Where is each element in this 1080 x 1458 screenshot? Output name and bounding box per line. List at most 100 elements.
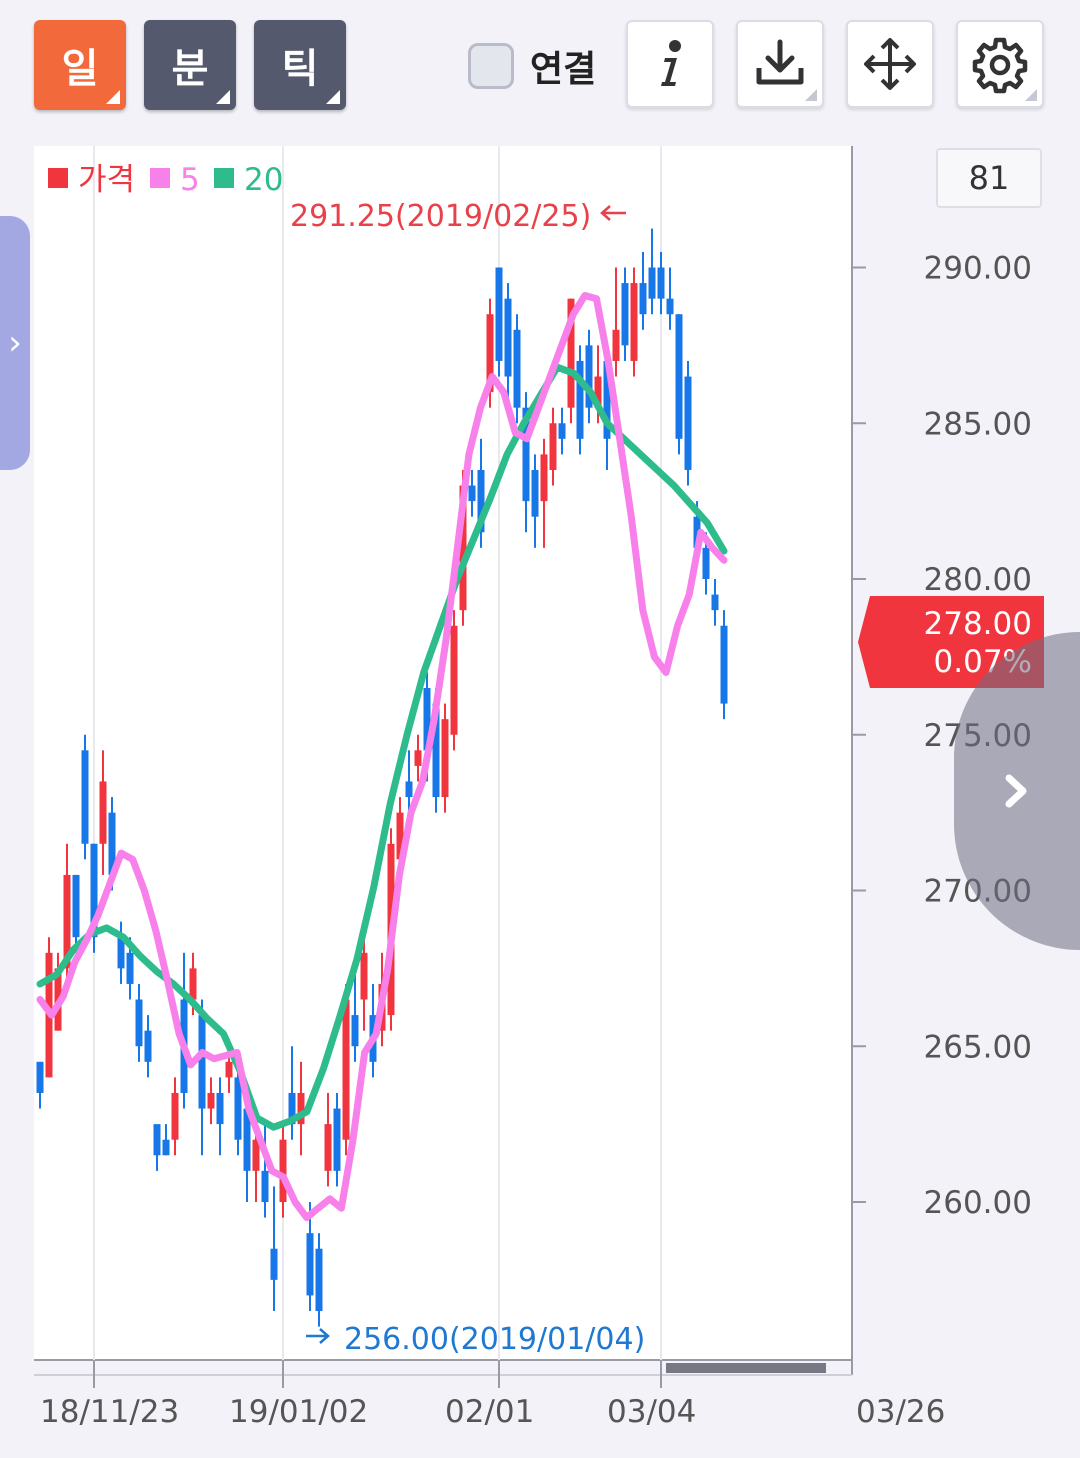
candle [144,1015,152,1078]
dropdown-corner-icon [216,90,230,104]
download-button[interactable] [736,20,824,108]
data-count-box[interactable]: 81 [936,148,1042,208]
info-button[interactable] [626,20,714,108]
legend-swatch-ma5 [150,168,170,188]
period-button-day[interactable]: 일 [34,20,126,110]
download-icon [756,39,804,85]
toolbar: 일 분 틱 연결 [0,0,1080,130]
chevron-right-icon [1005,774,1027,808]
candle [720,610,728,720]
candle [216,1077,224,1156]
dropdown-corner-icon [326,90,340,104]
y-tick-label: 280.00 [924,562,1032,598]
chevron-right-icon: › [8,323,22,363]
candle [324,1092,332,1187]
y-tick-label: 285.00 [924,406,1032,442]
candle [198,999,206,1156]
candle [351,968,359,1062]
x-axis-area [34,1378,1048,1440]
dropdown-corner-icon [805,89,817,101]
x-axis-ticks: 18/11/23 19/01/02 02/01 03/04 03/26 [40,1360,945,1430]
candle [630,267,638,377]
candle [135,983,143,1062]
candle [666,267,674,330]
candle [450,610,458,751]
candle [297,1061,305,1156]
candle [657,251,665,315]
candle [576,345,584,455]
candle [360,937,368,1031]
move-icon [864,38,916,90]
candle [162,1124,170,1156]
candle [540,438,548,548]
chart-legend: 가격 5 20 [48,162,283,198]
settings-button[interactable] [956,20,1044,108]
candle [36,1061,44,1109]
candle [261,1124,269,1218]
candle [549,407,557,486]
period-button-minute[interactable]: 분 [144,20,236,110]
x-tick-label: 03/04 [607,1394,696,1430]
candle [234,1061,242,1156]
legend-label-price: 가격 [78,162,135,198]
gear-icon [972,37,1028,94]
candle [171,1077,179,1156]
candle [504,283,512,408]
candle [99,750,107,875]
candle [558,407,566,455]
move-button[interactable] [846,20,934,108]
period-label-day: 일 [61,46,99,92]
connect-checkbox[interactable] [468,43,514,89]
connect-label: 연결 [530,49,597,90]
legend-label-ma20: 20 [244,162,283,198]
data-count-value: 81 [968,159,1010,197]
legend-label-ma5: 5 [180,162,200,198]
candle [513,314,521,424]
candle [531,454,539,548]
candle [639,251,647,330]
legend-swatch-price [48,168,68,188]
candle [675,314,683,455]
candle [288,1046,296,1140]
candle [648,228,656,315]
low-annotation: 256.00(2019/01/04) [344,1322,645,1357]
high-annotation: 291.25(2019/02/25) [290,199,591,234]
dropdown-corner-icon [106,90,120,104]
period-button-tick[interactable]: 틱 [254,20,346,110]
legend-swatch-ma20 [214,168,234,188]
candle [81,734,89,860]
left-panel-toggle[interactable]: › [0,216,30,470]
candle [342,983,350,1156]
ma20-line [36,363,728,1131]
period-label-tick: 틱 [281,46,319,92]
y-tick-label: 290.00 [924,251,1032,287]
candle [585,329,593,424]
candle [621,267,629,361]
candle [306,1202,314,1312]
scroll-thumb[interactable] [666,1363,826,1373]
candle [684,360,692,486]
period-label-minute: 분 [171,46,209,92]
candle [333,1092,341,1187]
candle [207,1077,215,1125]
ma5-line [36,292,728,1222]
candle [153,1124,161,1171]
x-tick-label: 02/01 [445,1394,534,1430]
x-tick-label: 03/26 [856,1394,945,1430]
x-tick-label: 18/11/23 [40,1394,179,1430]
candle [711,579,719,626]
candle [441,703,449,813]
candle [495,267,503,377]
dropdown-corner-icon [1025,89,1037,101]
candle [468,469,476,517]
candle [414,734,422,782]
low-arrow-icon [306,1328,330,1344]
candle [270,1186,278,1312]
x-tick-label: 19/01/02 [229,1394,368,1430]
candle [72,874,80,953]
candle [612,267,620,377]
y-tick-label: 260.00 [924,1185,1032,1221]
connect-toggle[interactable]: 연결 [468,40,596,92]
info-icon [661,40,681,86]
